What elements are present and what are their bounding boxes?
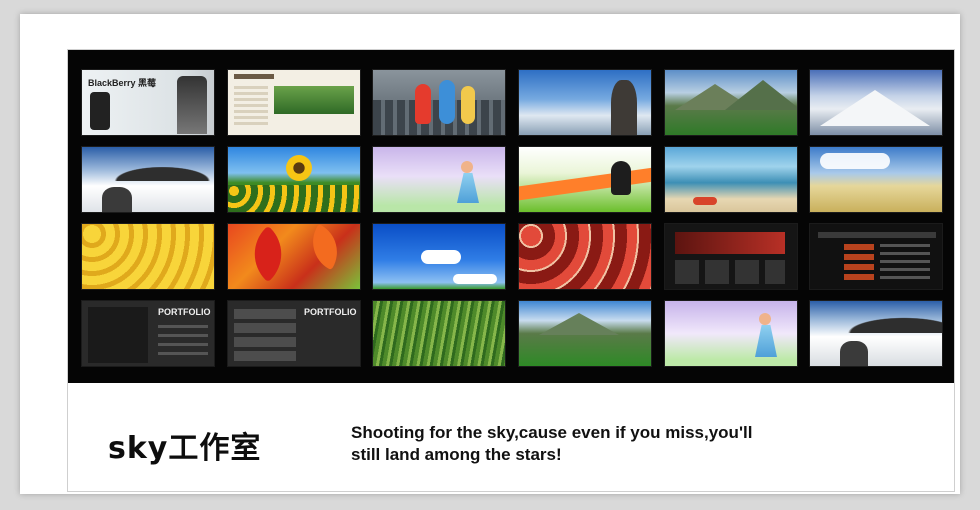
thumb-blackberry-ad[interactable]: BlackBerry 黑莓 bbox=[81, 69, 215, 136]
page-frame: BlackBerry 黑莓 bbox=[20, 14, 960, 494]
thumb-green-grass[interactable] bbox=[372, 300, 506, 367]
tagline-line-2: still land among the stars! bbox=[351, 445, 562, 464]
thumb-anime-girl[interactable] bbox=[372, 146, 506, 213]
thumb-wheat-field[interactable] bbox=[809, 146, 943, 213]
thumb-green-mountains[interactable] bbox=[664, 69, 798, 136]
banner-footer: sky工作室 Shooting for the sky,cause even i… bbox=[68, 383, 954, 491]
thumb-panda-meadow[interactable] bbox=[518, 146, 652, 213]
thumb-dark-website-portfolio[interactable]: PORTFOLIO bbox=[81, 300, 215, 367]
tagline: Shooting for the sky,cause even if you m… bbox=[351, 422, 911, 466]
thumb-mist-peaks[interactable] bbox=[81, 146, 215, 213]
thumb-yellow-leaves[interactable] bbox=[81, 223, 215, 290]
thumb-label: PORTFOLIO bbox=[158, 307, 211, 317]
thumb-label: PORTFOLIO bbox=[304, 307, 357, 317]
thumb-dark-website-gallery[interactable]: PORTFOLIO bbox=[227, 300, 361, 367]
thumb-red-leaves[interactable] bbox=[227, 223, 361, 290]
thumbnail-gallery: BlackBerry 黑莓 bbox=[68, 50, 954, 383]
thumb-apples[interactable] bbox=[518, 223, 652, 290]
thumb-sunflowers[interactable] bbox=[227, 146, 361, 213]
thumb-valley-sky[interactable] bbox=[518, 300, 652, 367]
banner-card: BlackBerry 黑莓 bbox=[67, 49, 955, 492]
thumb-dark-website-red[interactable] bbox=[664, 223, 798, 290]
thumb-mist-peaks-2[interactable] bbox=[809, 300, 943, 367]
thumb-website-green[interactable] bbox=[227, 69, 361, 136]
thumb-snow-mountains[interactable] bbox=[809, 69, 943, 136]
studio-logo: sky工作室 bbox=[108, 431, 262, 466]
thumb-anime-girl-2[interactable] bbox=[664, 300, 798, 367]
thumb-dark-website-list[interactable] bbox=[809, 223, 943, 290]
thumb-label: BlackBerry 黑莓 bbox=[88, 78, 157, 88]
thumb-sea-of-clouds[interactable] bbox=[518, 69, 652, 136]
tagline-line-1: Shooting for the sky,cause even if you m… bbox=[351, 423, 753, 442]
thumb-blue-sky[interactable] bbox=[372, 223, 506, 290]
thumb-smurfs-city[interactable] bbox=[372, 69, 506, 136]
thumb-beach[interactable] bbox=[664, 146, 798, 213]
